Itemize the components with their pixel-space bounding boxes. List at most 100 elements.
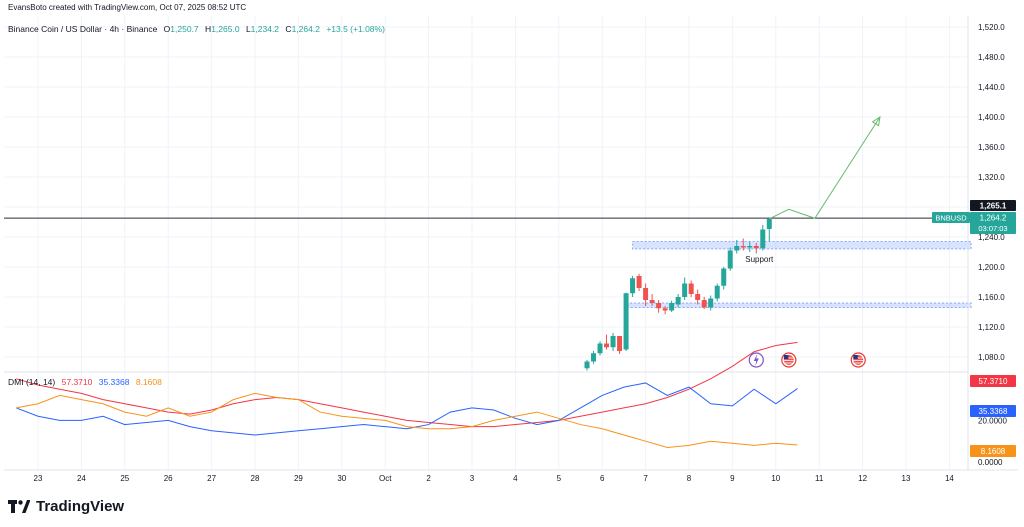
candlestick-series: [584, 218, 772, 371]
candle-up: [727, 250, 733, 269]
price-tick-label: 1,440.0: [978, 83, 1005, 92]
low-value: L1,234.2: [245, 24, 280, 34]
time-tick-label: 28: [251, 474, 260, 483]
time-tick-label: 29: [294, 474, 303, 483]
tradingview-wordmark: TradingView: [36, 498, 125, 515]
price-tick-label: 1,520.0: [978, 23, 1005, 32]
candle-down: [695, 294, 701, 300]
dmi-plus-di-line: [16, 382, 798, 436]
candle-up: [747, 246, 753, 248]
open-value: O1,250.7: [163, 24, 199, 34]
candle-down: [656, 303, 662, 309]
price-badge: 1,264.2: [980, 214, 1007, 223]
time-tick-label: 3: [470, 474, 475, 483]
candle-down: [636, 276, 642, 288]
event-markers[interactable]: [748, 352, 866, 368]
time-tick-label: 2: [426, 474, 431, 483]
dmi-title: DMI (14, 14): [8, 377, 56, 387]
candle-down: [617, 336, 623, 351]
us-economic-event-icon[interactable]: [781, 352, 797, 368]
time-tick-label: 26: [164, 474, 173, 483]
plus-di-badge-bg: [970, 405, 1016, 417]
candle-down: [604, 343, 610, 348]
candle-up: [623, 293, 629, 350]
time-axis[interactable]: 23 24 25 26 27 28 29 30 Oct 2 3 4 5 6 7 8 9 10 11 12 13 14: [34, 474, 955, 483]
time-tick-label: Oct: [379, 474, 392, 483]
time-tick-label: 13: [902, 474, 911, 483]
dmi-adx-value: 57.3710: [61, 377, 93, 387]
candle-up: [760, 229, 766, 249]
candle-up: [597, 343, 603, 354]
plus-di-badge: 35.3368: [979, 407, 1008, 416]
candle-up: [721, 268, 727, 286]
price-badges: 1,265.1 BNBUSD 1,264.2 03:07:03 57.3710 …: [932, 200, 1016, 457]
candle-down: [662, 308, 668, 311]
candle-up: [734, 246, 740, 251]
candle-down: [753, 246, 759, 249]
time-tick-label: 9: [730, 474, 735, 483]
us-economic-event-icon[interactable]: [850, 352, 866, 368]
dmi-legend[interactable]: DMI (14, 14) 57.3710 35.3368 8.1608: [8, 377, 166, 387]
time-tick-label: 23: [34, 474, 43, 483]
time-tick-label: 5: [557, 474, 562, 483]
time-tick-label: 12: [858, 474, 867, 483]
adx-badge-bg: [970, 375, 1016, 387]
price-tick-label: 1,360.0: [978, 143, 1005, 152]
price-tick-label: 1,200.0: [978, 263, 1005, 272]
time-tick-label: 24: [77, 474, 86, 483]
high-badge-bg: [970, 200, 1016, 211]
projection-arrow-head: [871, 115, 881, 127]
grid: [4, 16, 968, 470]
dmi-tick-label: 0.0000: [978, 458, 1003, 467]
candle-down: [649, 300, 655, 303]
minus-di-badge: 8.1608: [981, 447, 1006, 456]
ticker-badge: BNBUSD: [935, 214, 967, 223]
support-zone[interactable]: [632, 241, 972, 250]
dividend-event-icon[interactable]: [748, 352, 764, 368]
time-tick-label: 30: [337, 474, 346, 483]
candle-up: [682, 283, 688, 297]
candle-up: [584, 361, 590, 369]
high-badge: 1,265.1: [980, 202, 1007, 211]
price-axis[interactable]: 1,520.0 1,480.0 1,440.0 1,400.0 1,360.0 1,320…: [978, 23, 1005, 362]
candle-up: [610, 336, 616, 348]
candle-up: [714, 285, 720, 299]
attribution: EvansBoto created with TradingView.com, …: [8, 3, 247, 12]
price-badge-bg: [970, 212, 1016, 234]
time-tick-label: 4: [513, 474, 518, 483]
ticker-badge-bg: [932, 212, 970, 223]
candle-up: [708, 298, 714, 308]
time-tick-label: 8: [687, 474, 692, 483]
dmi-adx-line: [16, 341, 798, 428]
candle-up: [675, 297, 681, 305]
candle-down: [688, 283, 694, 294]
candle-up: [669, 303, 675, 311]
main-legend[interactable]: Binance Coin / US Dollar · 4h · Binance …: [8, 24, 389, 34]
support-label: Support: [745, 255, 774, 264]
candle-down: [701, 300, 707, 308]
dmi-minus-di-line: [16, 392, 798, 448]
change-value: +13.5 (+1.08%): [326, 24, 385, 34]
time-tick-label: 14: [945, 474, 954, 483]
price-tick-label: 1,320.0: [978, 173, 1005, 182]
time-tick-label: 6: [600, 474, 605, 483]
time-tick-label: 25: [120, 474, 129, 483]
dmi-plus-di-value: 35.3368: [98, 377, 130, 387]
time-tick-label: 10: [771, 474, 780, 483]
minus-di-badge-bg: [970, 445, 1016, 457]
candle-up: [630, 278, 636, 294]
price-tick-label: 1,240.0: [978, 233, 1005, 242]
time-tick-label: 7: [643, 474, 648, 483]
tradingview-logo[interactable]: TradingView: [8, 498, 124, 515]
close-value: C1,264.2: [285, 24, 320, 34]
price-tick-label: 1,400.0: [978, 113, 1005, 122]
candle-up: [766, 218, 772, 229]
projection-arrow-line[interactable]: [769, 116, 881, 220]
countdown-badge: 03:07:03: [978, 224, 1007, 233]
high-value: H1,265.0: [205, 24, 240, 34]
time-tick-label: 27: [207, 474, 216, 483]
price-tick-label: 1,480.0: [978, 53, 1005, 62]
candle-down: [740, 246, 746, 248]
time-tick-label: 11: [815, 474, 824, 483]
